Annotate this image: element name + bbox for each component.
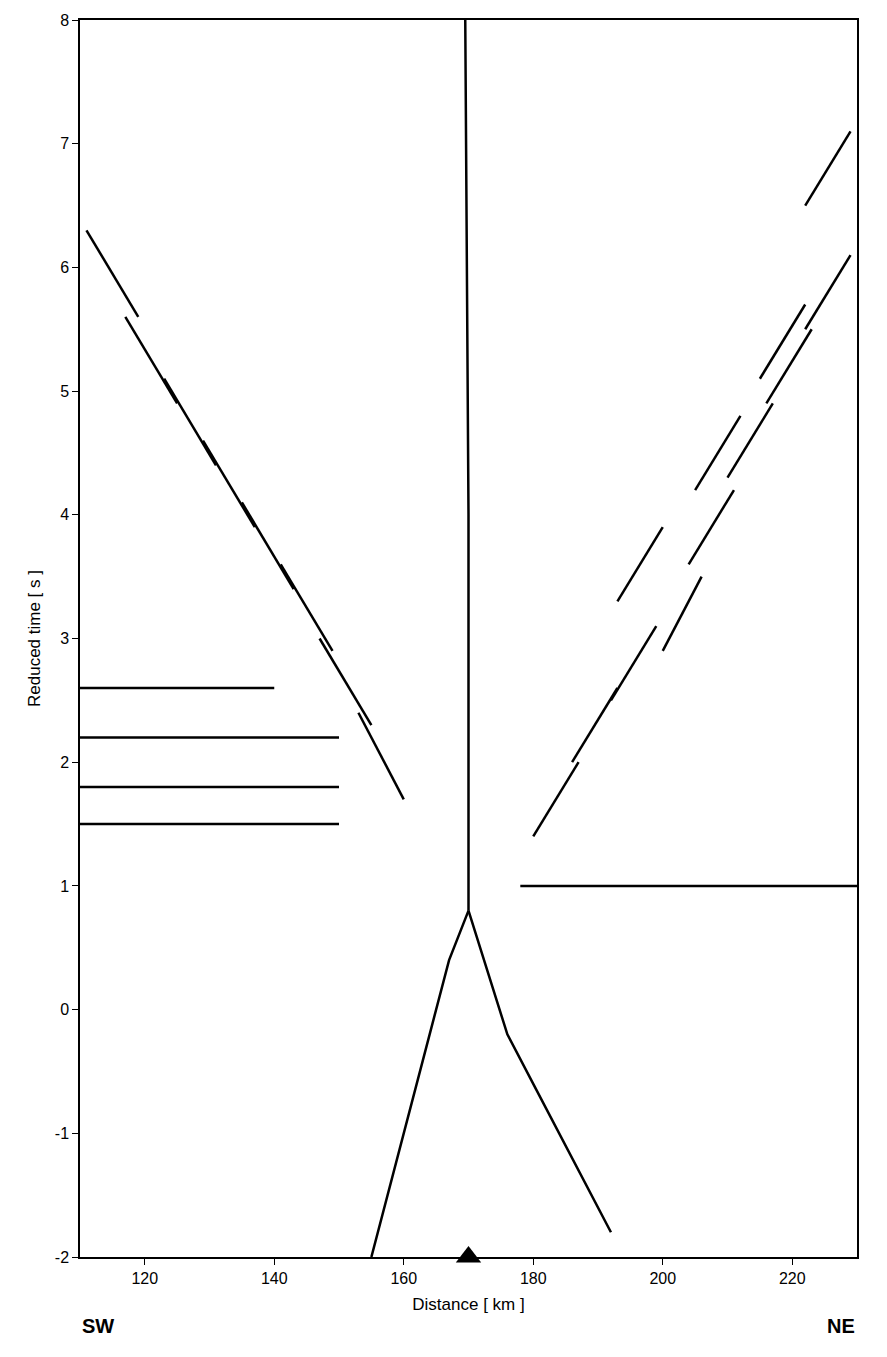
svg-text:1: 1 xyxy=(60,878,69,895)
svg-text:160: 160 xyxy=(390,1270,417,1287)
svg-text:NE: NE xyxy=(827,1315,855,1337)
svg-text:3: 3 xyxy=(60,630,69,647)
svg-text:Distance [ km ]: Distance [ km ] xyxy=(412,1295,524,1314)
svg-text:120: 120 xyxy=(131,1270,158,1287)
svg-text:8: 8 xyxy=(60,12,69,29)
svg-text:5: 5 xyxy=(60,383,69,400)
svg-text:6: 6 xyxy=(60,259,69,276)
svg-text:200: 200 xyxy=(649,1270,676,1287)
svg-text:140: 140 xyxy=(261,1270,288,1287)
svg-text:180: 180 xyxy=(520,1270,547,1287)
svg-text:4: 4 xyxy=(60,506,69,523)
svg-text:2: 2 xyxy=(60,754,69,771)
svg-text:SW: SW xyxy=(82,1315,114,1337)
svg-text:0: 0 xyxy=(60,1001,69,1018)
svg-text:Reduced time [ s ]: Reduced time [ s ] xyxy=(25,570,44,707)
svg-text:7: 7 xyxy=(60,135,69,152)
svg-text:220: 220 xyxy=(779,1270,806,1287)
svg-text:-2: -2 xyxy=(55,1249,69,1266)
svg-text:-1: -1 xyxy=(55,1125,69,1142)
